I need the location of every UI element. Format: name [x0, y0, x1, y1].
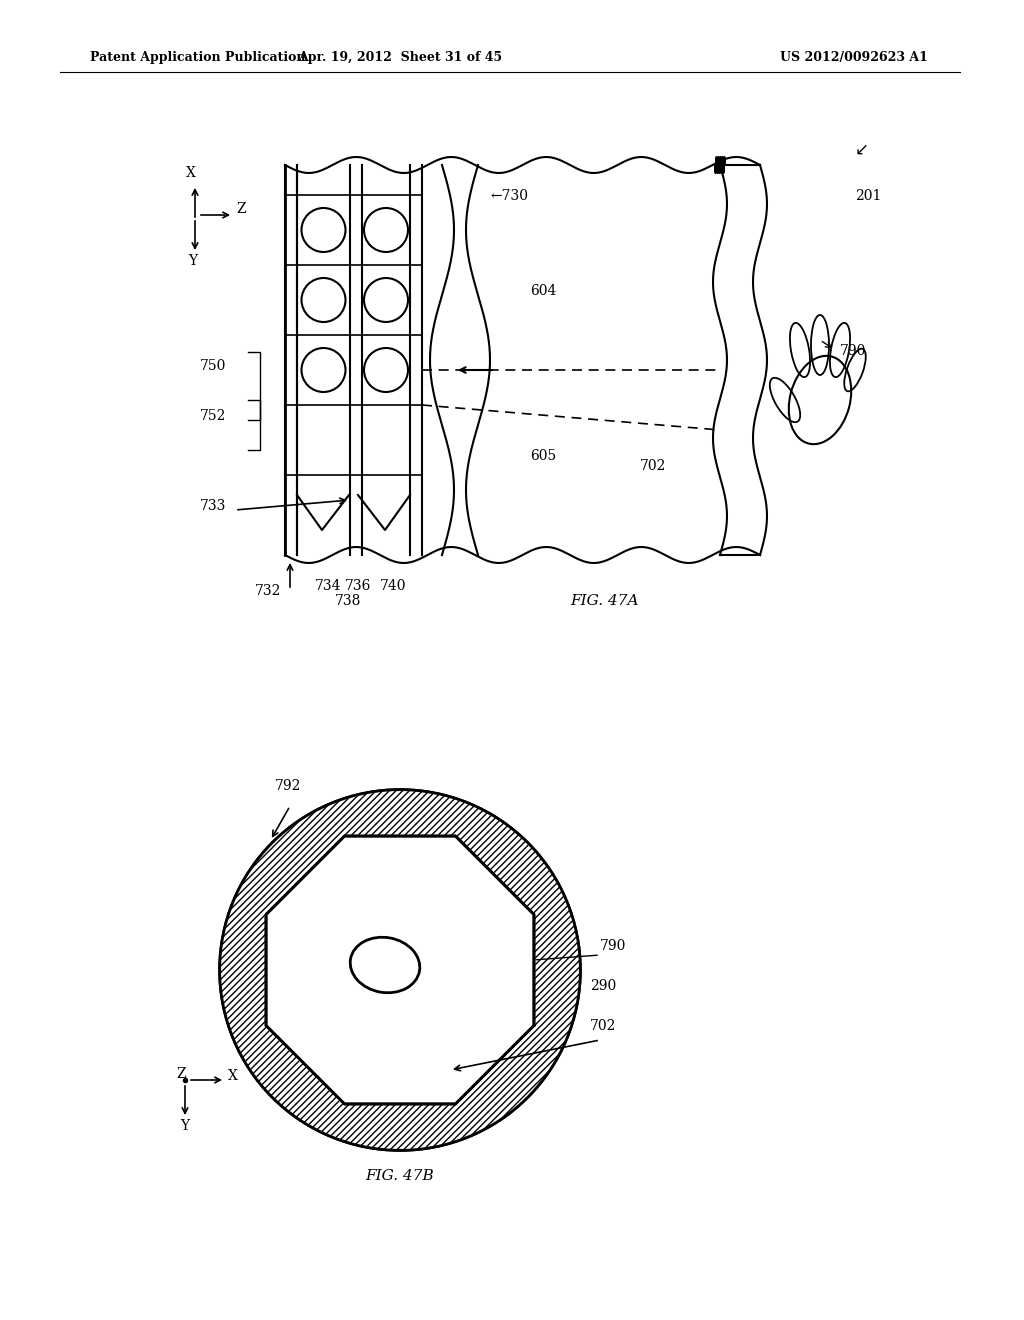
Text: X: X	[228, 1069, 238, 1082]
Text: FIG. 47B: FIG. 47B	[366, 1170, 434, 1183]
Text: FIG. 47A: FIG. 47A	[570, 594, 639, 609]
Circle shape	[220, 789, 580, 1150]
Text: 752: 752	[200, 409, 226, 422]
Text: 738: 738	[335, 594, 361, 609]
Text: ←730: ←730	[490, 189, 528, 203]
Text: 604: 604	[530, 284, 556, 298]
Text: 290: 290	[590, 979, 616, 993]
Text: 750: 750	[200, 359, 226, 374]
Text: 201: 201	[855, 189, 882, 203]
Text: Y: Y	[180, 1119, 189, 1133]
Text: 605: 605	[530, 449, 556, 463]
Text: 733: 733	[200, 499, 226, 513]
Text: X: X	[186, 166, 196, 180]
Polygon shape	[266, 836, 534, 1104]
Text: Apr. 19, 2012  Sheet 31 of 45: Apr. 19, 2012 Sheet 31 of 45	[298, 51, 502, 65]
Text: 740: 740	[380, 579, 407, 593]
Ellipse shape	[350, 937, 420, 993]
Text: 702: 702	[590, 1019, 616, 1034]
Text: Patent Application Publication: Patent Application Publication	[90, 51, 305, 65]
PathPatch shape	[220, 789, 580, 1150]
Text: Z: Z	[176, 1067, 185, 1081]
Text: 792: 792	[275, 779, 301, 793]
Text: 732: 732	[255, 583, 282, 598]
Text: 790: 790	[600, 939, 627, 953]
Text: US 2012/0092623 A1: US 2012/0092623 A1	[780, 51, 928, 65]
Text: 790: 790	[840, 345, 866, 358]
Text: 736: 736	[345, 579, 372, 593]
Text: Y: Y	[188, 253, 198, 268]
Text: 702: 702	[640, 459, 667, 473]
Text: ↙: ↙	[855, 141, 869, 158]
Text: Z: Z	[237, 202, 246, 216]
Text: 734: 734	[315, 579, 341, 593]
